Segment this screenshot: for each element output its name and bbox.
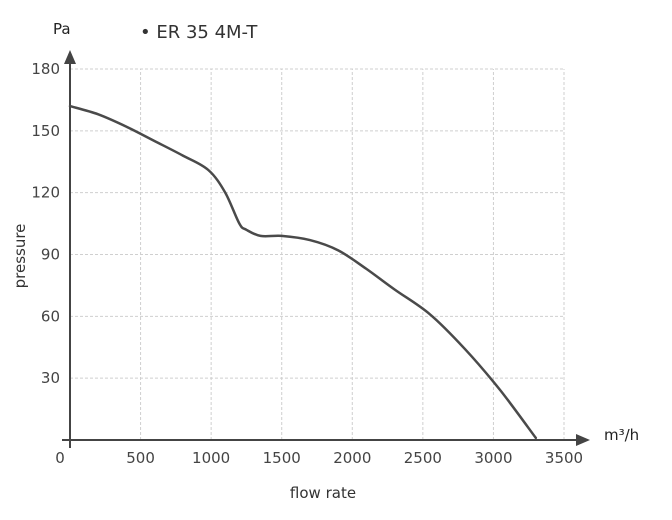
x-tick-label-2: 1000 (192, 449, 230, 467)
y-tick-label-3: 120 (31, 184, 60, 202)
x-axis-label: flow rate (290, 484, 356, 502)
y-tick-label-2: 90 (41, 246, 60, 264)
y-unit-label: Pa (53, 20, 71, 38)
y-axis-label: pressure (11, 224, 29, 289)
x-tick-label-4: 2000 (333, 449, 371, 467)
series-layer (68, 104, 538, 440)
x-axis-arrow (576, 434, 590, 446)
x-tick-label-6: 3000 (474, 449, 512, 467)
x-unit-label: m³/h (604, 426, 639, 444)
x-tick-labels: 0 500 1000 1500 2000 2500 3000 3500 (55, 449, 583, 467)
x-tick-label-1: 500 (126, 449, 155, 467)
y-tick-label-0: 30 (41, 369, 60, 387)
series-line-0 (68, 104, 538, 440)
x-tick-label-3: 1500 (263, 449, 301, 467)
grid (70, 68, 565, 440)
y-tick-label-5: 180 (31, 60, 60, 78)
y-tick-label-4: 150 (31, 122, 60, 140)
y-axis-arrow (64, 50, 76, 64)
axes (62, 50, 590, 448)
legend-entry: • ER 35 4M-T (140, 22, 258, 43)
x-tick-label-7: 3500 (545, 449, 583, 467)
y-tick-labels: 30 60 90 120 150 180 (31, 60, 60, 387)
x-tick-label-5: 2500 (404, 449, 442, 467)
y-tick-label-1: 60 (41, 307, 60, 325)
x-tick-label-0: 0 (55, 449, 65, 467)
